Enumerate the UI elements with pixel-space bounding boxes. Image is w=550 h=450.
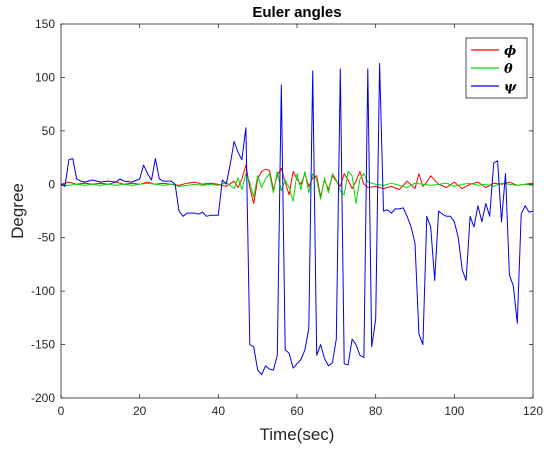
y-tick-label: 100 (35, 70, 55, 84)
series-layer (60, 63, 534, 375)
series-line-theta (61, 171, 534, 204)
x-axis-label: Time(sec) (260, 425, 335, 444)
legend: ϕθψ (465, 37, 528, 99)
legend-label: ψ (504, 80, 517, 95)
ticks-layer: 0 20 40 60 80 100 120 -200 -150 -100 -50 0 50 100 150 (31, 17, 543, 418)
x-tick-label: 40 (212, 404, 226, 418)
x-tick-label: 120 (523, 404, 543, 418)
chart-title: Euler angles (252, 4, 341, 21)
series-line-phi (60, 164, 534, 204)
y-tick-label: -150 (31, 338, 55, 352)
y-tick-label: 50 (42, 124, 56, 138)
y-axis-label: Degree (8, 183, 27, 239)
y-tick-label: 0 (48, 177, 55, 191)
x-tick-label: 20 (133, 404, 147, 418)
legend-label: ϕ (504, 44, 516, 59)
y-tick-label: -100 (31, 284, 55, 298)
x-tick-label: 0 (58, 404, 65, 418)
legend-label: θ (504, 62, 513, 77)
plot-area (61, 24, 533, 398)
y-tick-label: 150 (35, 17, 55, 31)
x-tick-label: 100 (444, 404, 464, 418)
x-tick-label: 60 (290, 404, 304, 418)
y-tick-label: -50 (38, 231, 56, 245)
series-line-psi (60, 63, 534, 375)
y-tick-label: -200 (31, 391, 55, 405)
x-tick-label: 80 (369, 404, 383, 418)
